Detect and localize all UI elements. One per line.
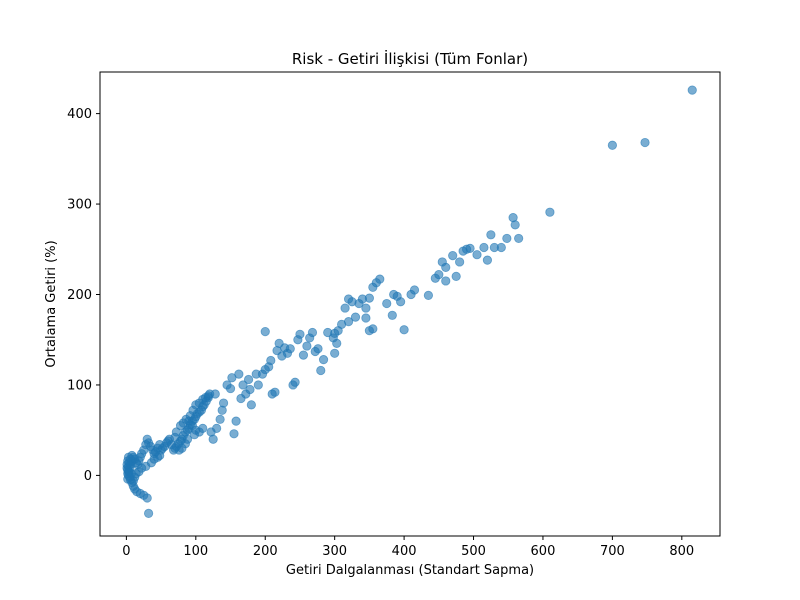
data-point-36: [368, 282, 378, 292]
data-point-81: [253, 380, 263, 390]
data-point-3: [545, 207, 555, 217]
x-tick-label-4: 400: [392, 544, 417, 559]
data-point-20: [437, 257, 447, 267]
data-point-17: [455, 257, 465, 267]
data-point-30: [396, 297, 406, 307]
data-point-5: [510, 220, 520, 230]
data-point-53: [330, 348, 340, 358]
data-point-31: [399, 325, 409, 335]
data-point-11: [479, 242, 489, 253]
data-point-59: [310, 346, 320, 357]
data-point-38: [361, 303, 371, 313]
data-point-8: [502, 233, 512, 244]
y-tick-label-2: 200: [67, 288, 92, 303]
data-point-85: [243, 374, 254, 385]
data-point-79: [260, 326, 270, 337]
x-tick-label-2: 200: [253, 544, 278, 559]
data-point-16: [458, 246, 468, 256]
data-point-82: [251, 369, 261, 379]
data-point-188: [142, 493, 152, 503]
data-point-1: [640, 137, 650, 148]
y-tick-label-1: 100: [67, 378, 92, 393]
data-point-22: [430, 273, 440, 283]
data-point-101: [206, 427, 216, 437]
x-axis-ticks: 0 100 200 300 400 500 600 700 800: [122, 536, 694, 559]
data-point-23: [441, 276, 451, 286]
data-point-65: [293, 335, 303, 345]
y-axis-ticks: 0 100 200 300 400: [67, 107, 100, 484]
x-axis-label: Getiri Dalgalanması (Standart Sapma): [286, 563, 534, 578]
data-point-29: [389, 289, 399, 300]
data-point-33: [382, 298, 392, 309]
data-point-73: [272, 345, 282, 356]
data-point-10: [489, 242, 499, 253]
x-tick-label-0: 0: [122, 544, 130, 559]
x-tick-label-5: 500: [461, 544, 486, 559]
data-point-180: [203, 391, 213, 401]
data-point-43: [350, 312, 361, 322]
data-point-83: [246, 400, 256, 410]
data-point-61: [305, 333, 315, 343]
data-point-18: [448, 251, 458, 261]
data-point-168: [174, 445, 184, 455]
data-point-91: [229, 429, 239, 439]
data-point-0: [687, 85, 697, 95]
data-point-97: [215, 414, 225, 424]
data-point-2: [607, 140, 617, 150]
data-point-88: [236, 393, 246, 404]
data-point-24: [451, 271, 461, 282]
x-tick-label-7: 700: [600, 544, 625, 559]
y-tick-label-4: 400: [67, 107, 92, 122]
y-tick-label-3: 300: [67, 198, 92, 213]
data-point-41: [368, 324, 378, 334]
data-point-62: [302, 341, 312, 351]
x-tick-label-1: 100: [183, 544, 208, 559]
data-point-55: [323, 327, 333, 338]
data-point-189: [144, 508, 154, 518]
data-point-57: [316, 365, 326, 376]
data-point-27: [406, 289, 416, 300]
data-point-75: [267, 389, 277, 399]
data-point-25: [423, 290, 433, 301]
data-point-92: [227, 373, 237, 383]
data-point-67: [288, 380, 298, 390]
data-point-87: [238, 380, 248, 390]
data-point-207: [123, 452, 134, 462]
data-point-63: [298, 350, 309, 360]
data-point-164: [189, 430, 200, 440]
data-point-7: [486, 230, 496, 240]
data-point-12: [472, 250, 482, 260]
data-point-56: [318, 355, 329, 365]
data-point-96: [217, 405, 227, 415]
y-tick-label-0: 0: [84, 469, 92, 484]
data-point-13: [482, 255, 493, 265]
chart-title: Risk - Getiri İlişkisi (Tüm Fonlar): [292, 49, 528, 68]
data-point-48: [340, 303, 350, 313]
y-axis-label: Ortalama Getiri (%): [44, 240, 59, 367]
data-point-163: [198, 423, 208, 433]
data-point-32: [387, 310, 397, 320]
data-point-6: [514, 233, 524, 244]
x-tick-label-8: 800: [669, 544, 694, 559]
data-point-192: [155, 450, 165, 461]
plot-frame: [99, 71, 721, 537]
data-point-46: [343, 294, 354, 304]
x-tick-label-3: 300: [322, 544, 347, 559]
data-point-94: [222, 380, 232, 390]
x-tick-label-6: 600: [531, 544, 556, 559]
data-points: [122, 85, 697, 518]
data-point-42: [361, 313, 371, 323]
data-point-90: [231, 416, 241, 426]
data-point-170: [171, 427, 181, 437]
data-point-54: [328, 333, 338, 343]
